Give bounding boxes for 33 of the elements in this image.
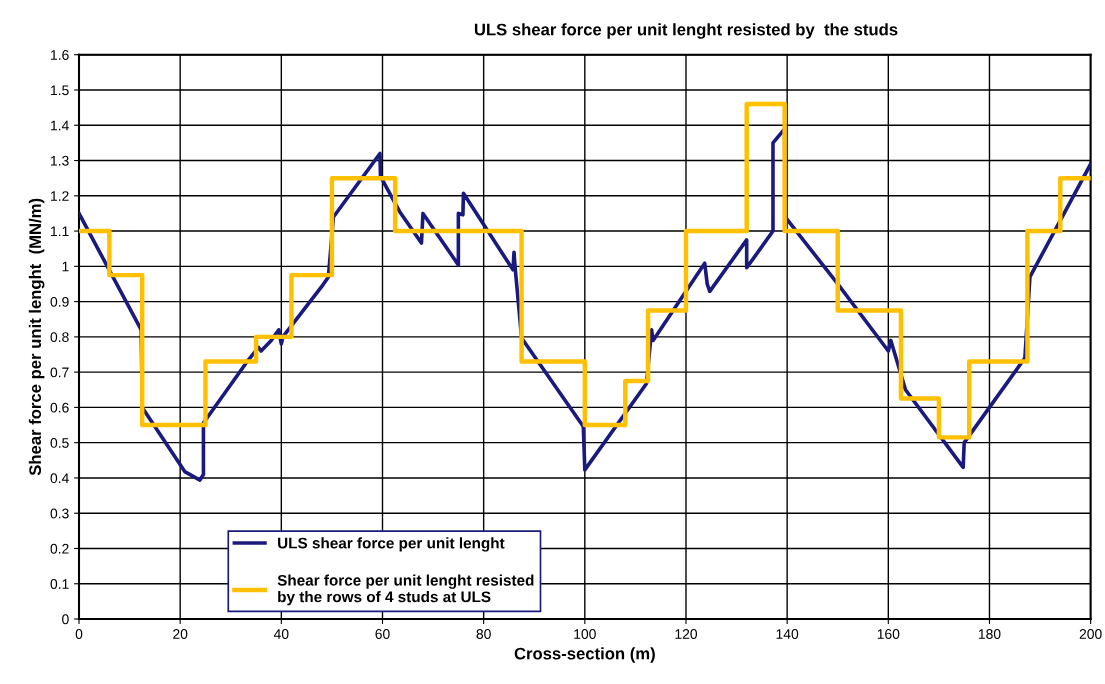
legend-label: ULS shear force per unit lenght [278,537,505,552]
x-tick-label: 200 [1079,629,1102,639]
y-axis-title: Shear force per unit lenght (MN/m) [28,198,45,476]
y-tick-label: 0.2 [50,543,69,554]
y-tick-label: 1.3 [51,155,69,166]
x-tick-label: 40 [273,629,289,639]
y-tick-label: 0.6 [50,402,69,413]
y-tick-label: 1.1 [51,226,69,237]
y-tick-label: 0.9 [50,296,69,307]
y-tick-label: 0.1 [50,579,69,589]
x-tick-label: 80 [476,629,491,639]
x-axis-title: Cross-section (m) [514,647,655,663]
legend-label: Shear force per unit lenght resisted by the rows of 4 studs at ULS [277,574,534,606]
x-tick-label: 140 [776,629,799,639]
y-tick-label: 0.5 [50,438,69,448]
y-tick-label: 0.3 [50,508,69,519]
y-tick-label: 1.4 [51,120,69,131]
x-tick-label: 160 [877,629,900,639]
x-tick-label: 120 [675,629,698,639]
y-tick-label: 0.7 [50,367,69,378]
y-tick-label: 0.8 [50,332,69,343]
y-tick-label: 1.2 [51,191,69,201]
y-tick-label: 1.5 [51,85,69,96]
x-tick-label: 180 [978,629,1001,639]
chart-title: ULS shear force per unit lenght resisted by the studs [474,23,898,39]
x-tick-label: 60 [375,629,390,639]
y-tick-label: 1.6 [51,50,69,60]
x-tick-label: 100 [574,629,596,639]
x-tick-label: 20 [173,629,188,639]
y-tick-label: 1 [62,261,69,272]
y-tick-label: 0 [62,614,69,625]
x-tick-label: 0 [75,629,83,639]
y-tick-label: 0.4 [50,473,69,484]
